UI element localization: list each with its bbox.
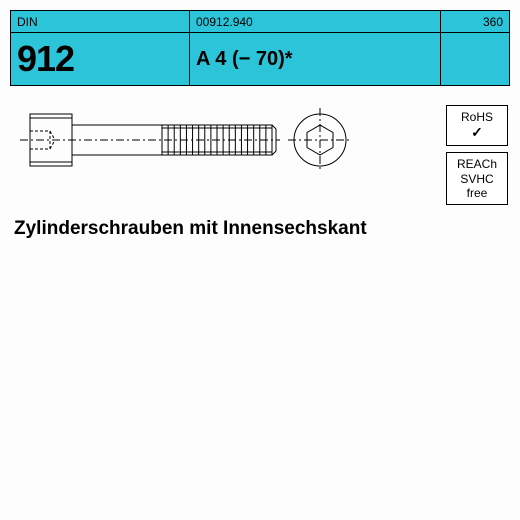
- rohs-check-icon: ✓: [449, 124, 505, 141]
- header-col-material: 00912.940 A 4 (− 70)*: [189, 10, 441, 86]
- right-code: 360: [441, 11, 509, 33]
- material-cell: A 4 (− 70)*: [190, 33, 440, 85]
- reach-line1: REACh: [449, 157, 505, 171]
- reach-badge: REACh SVHC free: [446, 152, 508, 205]
- standard-number: 912: [17, 38, 74, 80]
- product-description: Zylinderschrauben mit Innensechskant: [14, 218, 367, 240]
- material-grade: A 4 (− 70)*: [196, 48, 293, 71]
- reach-line3: free: [449, 186, 505, 200]
- standard-label: DIN: [11, 11, 189, 33]
- rohs-badge: RoHS ✓: [446, 105, 508, 146]
- reach-line2: SVHC: [449, 172, 505, 186]
- header-col-right: 360: [440, 10, 510, 86]
- spec-header: DIN 912 00912.940 A 4 (− 70)* 360: [10, 10, 510, 86]
- compliance-badges: RoHS ✓ REACh SVHC free: [446, 105, 508, 205]
- right-empty: [441, 33, 509, 85]
- rohs-label: RoHS: [449, 110, 505, 124]
- header-col-standard: DIN 912: [10, 10, 190, 86]
- standard-number-cell: 912: [11, 33, 189, 85]
- part-code: 00912.940: [190, 11, 440, 33]
- technical-drawing: [20, 100, 360, 200]
